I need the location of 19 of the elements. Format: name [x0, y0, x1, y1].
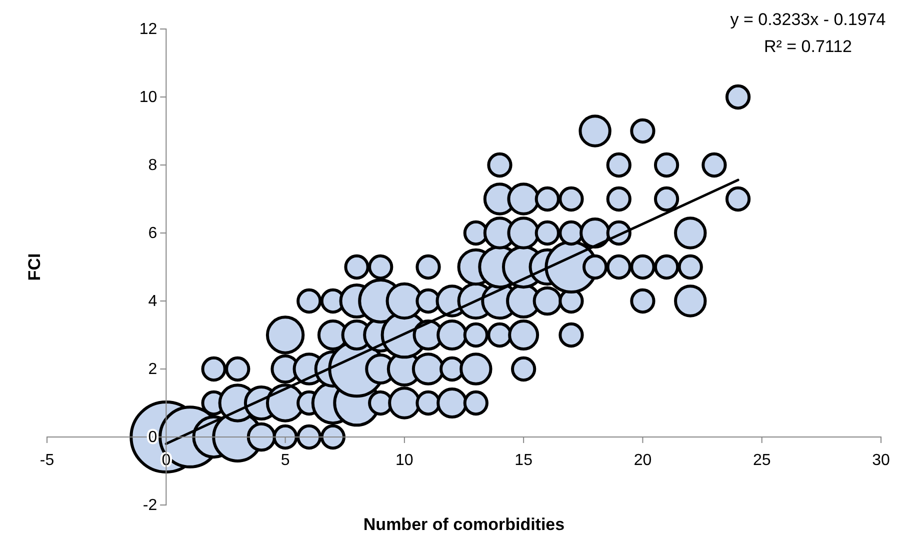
- x-tick-label: 5: [280, 452, 290, 470]
- annotation: R² = 0.7112: [764, 37, 852, 56]
- annotation: y = 0.3233x - 0.1974: [730, 10, 886, 29]
- x-tick-label: 25: [752, 452, 771, 470]
- x-tick-label: 20: [634, 452, 652, 470]
- y-tick-label: 4: [148, 293, 158, 310]
- y-tick-label: 12: [139, 21, 158, 38]
- y-tick-label: 8: [148, 157, 158, 174]
- x-tick-label: 30: [872, 452, 890, 470]
- x-tick-label: 15: [514, 452, 533, 470]
- y-axis-title: FCI: [25, 253, 44, 281]
- y-tick-label: 6: [148, 225, 158, 242]
- x-tick-label: 10: [396, 452, 414, 470]
- y-tick-label: 10: [139, 89, 158, 106]
- x-axis-title: Number of comorbidities: [363, 515, 565, 534]
- x-tick-label: -5: [40, 452, 54, 470]
- y-tick-label: 0: [148, 429, 158, 446]
- y-tick-label: 2: [148, 361, 158, 378]
- y-tick-label: -2: [142, 497, 158, 514]
